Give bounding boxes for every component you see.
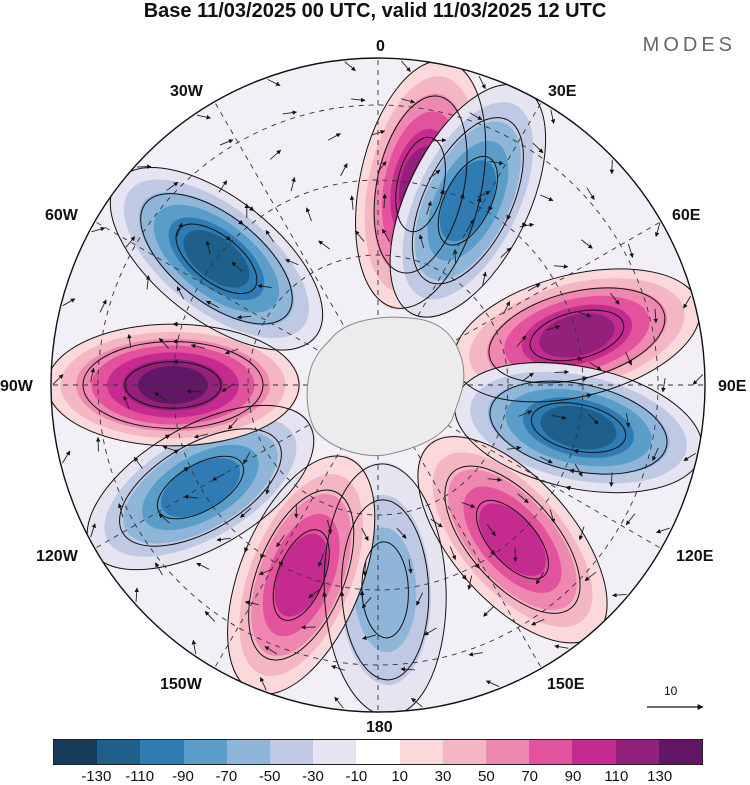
lon-0-label: 0 [376,38,385,56]
colorbar [53,739,703,765]
colorbar-swatch [184,740,227,764]
colorbar-tick-label: -110 [125,768,154,785]
colorbar-swatch [356,740,399,764]
colorbar-swatch [529,740,572,764]
colorbar-tick-label: -70 [215,768,237,785]
colorbar-swatch [659,740,702,764]
colorbar-tick-label: -130 [81,768,111,785]
colorbar-swatch [270,740,313,764]
colorbar-tick-label: 110 [604,768,628,785]
colorbar-swatch [616,740,659,764]
lon-30e-label: 30E [548,83,576,101]
lon-60e-label: 60E [672,207,700,225]
colorbar-tick-label: 30 [435,768,452,785]
lon-60w-label: 60W [45,207,78,225]
lon-150e-label: 150E [547,676,584,694]
colorbar-swatch [443,740,486,764]
lon-90e-label: 90E [718,378,746,396]
lon-90w-label: 90W [0,378,33,396]
vector-reference-label: 10 [664,684,677,698]
lon-150w-label: 150W [160,676,202,694]
colorbar-swatch [400,740,443,764]
colorbar-tick-label: -10 [345,768,367,785]
colorbar-swatch [572,740,615,764]
colorbar-tick-label: -30 [302,768,324,785]
colorbar-tick-label: 10 [391,768,408,785]
colorbar-tick-label: -50 [259,768,281,785]
colorbar-tick-label: 50 [478,768,495,785]
lon-180-label: 180 [366,719,393,737]
colorbar-tick-label: 90 [565,768,582,785]
colorbar-tick-label: -90 [172,768,194,785]
lon-120e-label: 120E [676,548,713,566]
colorbar-tick-label: 130 [647,768,672,785]
colorbar-ticks: -130 -110 -90 -70 -50 -30 -10 10 30 50 70 90 110 130 [0,768,750,784]
colorbar-swatch [54,740,97,764]
colorbar-swatch [227,740,270,764]
colorbar-swatch [97,740,140,764]
colorbar-tick-label: 70 [521,768,538,785]
colorbar-swatch [313,740,356,764]
lon-120w-label: 120W [36,548,78,566]
colorbar-swatch [140,740,183,764]
lon-30w-label: 30W [170,83,203,101]
colorbar-swatch [486,740,529,764]
